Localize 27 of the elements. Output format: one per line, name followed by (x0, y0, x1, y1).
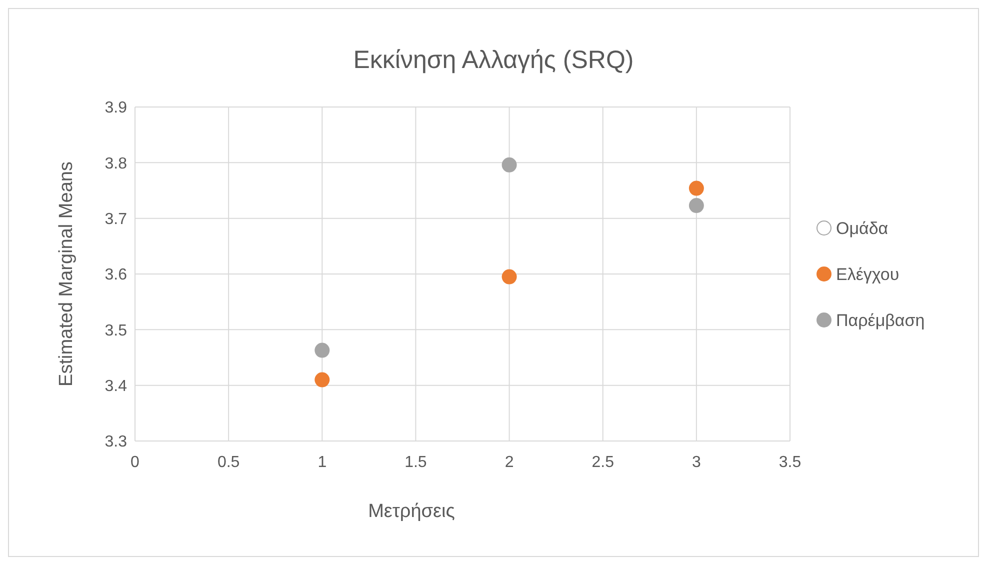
legend-label: Ελέγχου (836, 264, 900, 284)
x-tick-label: 1 (318, 454, 327, 471)
point (688, 198, 704, 214)
point (502, 269, 517, 284)
x-tick-label: 2.5 (592, 454, 614, 471)
legend-label: Παρέμβαση (836, 310, 925, 330)
x-tick-label: 2 (504, 454, 514, 471)
y-tick-label: 3.5 (104, 322, 128, 340)
y-tick-label: 3.6 (104, 266, 128, 284)
y-tick-label: 3.8 (104, 155, 128, 172)
y-tick-label: 3.7 (104, 210, 128, 228)
x-tick-label: 1.5 (404, 454, 427, 471)
y-axis-title: Estimated Marginal Means (56, 162, 77, 386)
legend-label: Ομάδα (836, 218, 888, 238)
x-tick-label: 0.5 (217, 454, 240, 471)
x-tick-label: 0 (130, 454, 140, 471)
point (314, 372, 330, 388)
point (502, 157, 517, 172)
point (314, 342, 330, 358)
y-tick-label: 3.9 (104, 100, 128, 117)
x-tick-label: 3 (692, 454, 701, 471)
x-axis-title: Μετρήσεις (368, 501, 455, 522)
x-tick-label: 3.5 (778, 454, 802, 471)
chart-title: Εκκίνηση Αλλαγής (SRQ) (353, 46, 634, 74)
point (688, 180, 704, 196)
y-tick-label: 3.3 (104, 434, 128, 451)
y-tick-label: 3.4 (104, 378, 128, 395)
